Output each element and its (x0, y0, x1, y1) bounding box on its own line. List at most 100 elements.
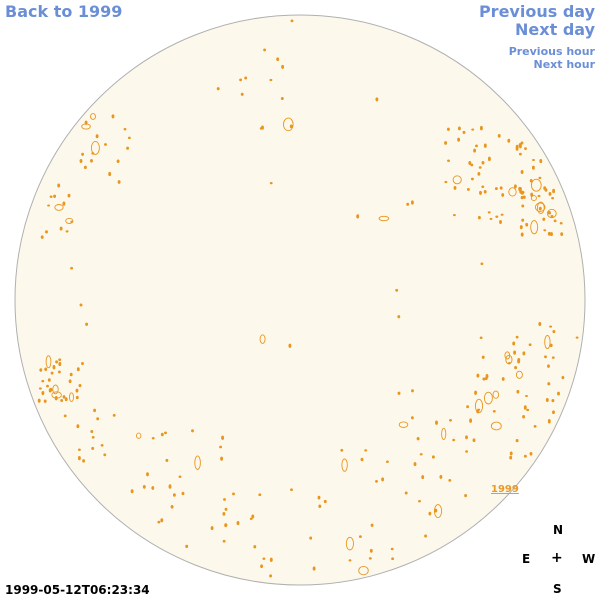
contour-mark (49, 195, 53, 198)
contour-mark (462, 130, 466, 134)
contour-mark (519, 189, 523, 194)
contour-mark (406, 202, 410, 206)
contour-mark (545, 397, 549, 403)
contour-mark (557, 391, 560, 396)
contour-mark (104, 143, 107, 146)
next-hour-link[interactable]: Next hour (533, 58, 596, 71)
contour-mark (547, 419, 551, 424)
contour-mark (534, 202, 546, 212)
contour-mark (537, 194, 541, 198)
contour-mark (547, 231, 551, 236)
contour-mark (560, 232, 564, 236)
contour-mark (543, 186, 547, 190)
previous-day-link[interactable]: Previous day (478, 2, 595, 21)
contour-mark (552, 410, 555, 415)
contour-mark (64, 397, 68, 402)
contour-mark (165, 458, 169, 462)
contour-mark (543, 229, 547, 232)
contour-mark (59, 226, 63, 231)
contour-mark (547, 382, 551, 386)
contour-mark (495, 215, 499, 218)
contour-mark (75, 388, 79, 393)
contour-mark (111, 114, 115, 119)
contour-mark (364, 449, 368, 452)
contour-mark (269, 78, 273, 82)
back-to-year-link[interactable]: Back to 1999 (5, 2, 123, 21)
contour-mark (269, 557, 273, 562)
next-day-link[interactable]: Next day (515, 20, 595, 39)
contour-mark (90, 429, 94, 434)
contour-mark (81, 152, 85, 156)
contour-mark (538, 321, 542, 327)
contour-mark (57, 370, 61, 374)
year-link[interactable]: 1999 (491, 484, 519, 495)
contour-mark (47, 204, 51, 207)
contour-mark (531, 165, 535, 170)
contour-mark (465, 435, 468, 440)
contour-mark (397, 391, 401, 395)
contour-mark (468, 160, 472, 166)
contour-mark (309, 536, 313, 540)
contour-mark (164, 431, 167, 435)
contour-mark (130, 489, 134, 494)
contour-mark (520, 141, 524, 145)
contour-mark (474, 390, 478, 395)
contour-mark (37, 398, 41, 403)
contour-mark (348, 559, 352, 562)
contour-mark (341, 458, 348, 472)
contour-mark (515, 370, 523, 379)
contour-mark (253, 545, 257, 549)
contour-mark (449, 418, 452, 422)
contour-mark (210, 526, 214, 531)
contour-mark (499, 220, 502, 224)
contour-mark (481, 355, 485, 359)
contour-mark (260, 564, 264, 569)
contour-mark (78, 384, 82, 388)
contour-mark (69, 392, 74, 403)
contour-mark (90, 158, 93, 163)
contour-mark (160, 518, 164, 523)
contour-mark (482, 377, 486, 381)
contour-mark (512, 341, 516, 346)
contour-mark (444, 141, 448, 145)
contour-mark (58, 361, 62, 367)
contour-mark (492, 390, 500, 399)
contour-mark (470, 177, 474, 181)
contour-mark (38, 387, 42, 390)
contour-mark (290, 488, 293, 492)
contour-mark (465, 450, 469, 453)
contour-mark (522, 351, 526, 356)
contour-mark (269, 181, 273, 185)
contour-mark (452, 438, 456, 442)
contour-mark (559, 222, 563, 225)
contour-mark (259, 334, 266, 344)
contour-mark (479, 125, 483, 131)
contour-mark (50, 371, 54, 375)
contour-mark (483, 190, 487, 194)
contour-mark (69, 372, 73, 377)
contour-mark (81, 361, 84, 366)
contour-mark (112, 413, 116, 417)
contour-mark (39, 368, 43, 372)
contour-mark (501, 377, 505, 381)
contour-mark (413, 462, 417, 467)
contour-mark (518, 152, 522, 156)
contour-mark (494, 187, 498, 191)
contour-mark (398, 421, 409, 428)
contour-mark (509, 455, 513, 460)
contour-mark (515, 335, 519, 339)
contour-mark (466, 405, 470, 409)
contour-mark (236, 521, 240, 526)
previous-hour-link[interactable]: Previous hour (508, 45, 595, 58)
contour-mark (281, 64, 285, 69)
contour-mark (523, 454, 527, 458)
contour-mark (358, 565, 369, 576)
contour-mark (194, 455, 201, 470)
contour-mark (551, 197, 555, 200)
contour-mark (475, 144, 478, 148)
compass-east-label: E (522, 552, 531, 566)
contour-mark (65, 230, 69, 233)
compass-center-mark: + (551, 550, 563, 566)
compass-north-label: N (553, 523, 564, 537)
contour-mark (457, 126, 461, 131)
